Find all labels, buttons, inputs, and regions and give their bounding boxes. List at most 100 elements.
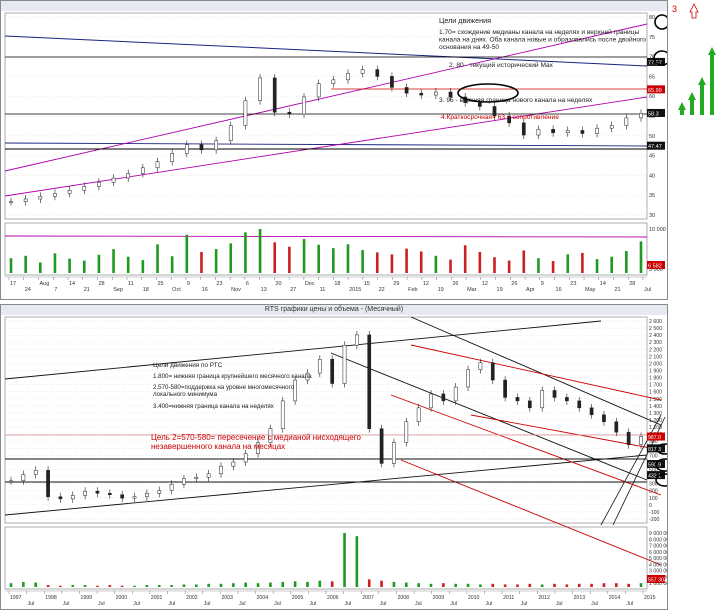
date-tick-label: 22	[379, 287, 385, 293]
candle-body	[466, 369, 470, 388]
highlight-ellipse	[457, 83, 519, 103]
volume-bar	[537, 258, 540, 273]
price-tick-label: 70	[649, 55, 655, 61]
volume-bar	[22, 581, 25, 587]
date-tick-label: 21	[84, 287, 90, 293]
candle-body	[21, 474, 26, 482]
date-tick-label: 2013	[574, 595, 586, 601]
annotation-text: Цели движения	[439, 16, 491, 25]
annotation-text: 1.800= нижняя граница крупнейшего месячн…	[153, 373, 312, 380]
price-tick-label: 1 300	[649, 411, 662, 417]
price-marker-label: 47.47	[648, 144, 662, 150]
price-marker-label: 58.3	[648, 111, 659, 117]
price-tick-label: 1 600	[649, 390, 662, 396]
candle-body	[184, 144, 189, 154]
price-tick-label: 65	[649, 74, 655, 80]
candle-body	[375, 69, 380, 77]
date-tick-label: Jul	[556, 601, 563, 607]
date-tick-label: 2002	[186, 595, 198, 601]
candle-body	[503, 379, 507, 398]
candle-body	[346, 73, 350, 81]
price-tick-label: 60	[649, 94, 655, 100]
candle-body	[379, 428, 384, 464]
date-tick-label: 14	[69, 281, 75, 287]
date-tick-label: Jul	[626, 601, 633, 607]
date-tick-label: 18	[143, 287, 149, 293]
volume-bar	[112, 249, 115, 273]
volume-bar	[59, 585, 62, 587]
date-tick-label: 2014	[609, 595, 621, 601]
candle-body	[9, 480, 13, 483]
volume-tick-label: 6 000 000	[649, 550, 667, 556]
annotation-line: канала на днях. Оба канала новые и образ…	[439, 36, 646, 44]
candle-body	[199, 144, 204, 151]
volume-bar	[170, 585, 173, 587]
candle-body	[82, 186, 87, 191]
weekly-chart-window[interactable]: 80 75 70 65 60 55 50 45 40 35 30 77.57 65.99 58.3 47.4…	[0, 0, 668, 300]
date-tick-label: 26	[452, 281, 458, 287]
candle-body	[390, 76, 394, 88]
price-marker-box	[647, 108, 665, 117]
annotation-line: 2.570-580=поддержка на уровне многомесяч…	[153, 384, 295, 391]
date-tick-label: 6	[246, 281, 249, 287]
annotation-text: 2.570-580=поддержка на уровне многомесяч…	[153, 384, 295, 398]
date-tick-label: Jul	[133, 601, 140, 607]
price-marker-label: 987.0	[648, 435, 661, 441]
date-tick-label: 7	[54, 287, 57, 293]
price-marker-box	[647, 444, 665, 453]
daily-chart-canvas[interactable]: 80 75 70 65 60 55 50 45 40 35 30 77.57 65.99 58.3 47.4…	[1, 1, 667, 299]
annotation-text: 3. 95 - верхняя граница нового канала на…	[439, 97, 593, 104]
volume-bar	[565, 584, 569, 587]
candle-body	[111, 177, 116, 183]
date-tick-label: 28	[629, 281, 635, 287]
candle-body	[145, 493, 149, 498]
candle-body	[577, 400, 582, 409]
annotation-line: 3. 95 - верхняя граница нового канала на…	[439, 97, 593, 104]
price-tick-label: 900	[649, 439, 658, 445]
volume-bar	[528, 583, 532, 587]
annotation-text: Цель 2=570-580= пересечение с медианой н…	[151, 433, 361, 451]
candle-body	[478, 362, 483, 370]
candle-body	[141, 167, 145, 174]
candle-body	[33, 470, 38, 475]
date-tick-label: Jul	[521, 601, 528, 607]
candle-body	[132, 496, 137, 499]
date-tick-label: Jul	[450, 601, 457, 607]
date-tick-label: 12	[423, 281, 429, 287]
volume-bar	[281, 581, 285, 587]
candle-body	[194, 477, 199, 479]
date-tick-label: 18	[334, 281, 340, 287]
candle-body	[367, 334, 372, 429]
channel-line	[400, 459, 662, 566]
channel-line	[4, 454, 648, 516]
volume-bar	[417, 583, 420, 587]
date-tick-label: Jul	[239, 601, 246, 607]
date-tick-label: 15	[364, 281, 370, 287]
channel-line	[410, 316, 662, 426]
candle-body	[492, 106, 497, 117]
monthly-chart-window[interactable]: RTS графики цены и объема - (Месячный) 2…	[0, 304, 668, 610]
volume-marker-box	[647, 575, 665, 583]
annotation-line: 3.400=нижняя граница канала на неделях	[153, 403, 275, 410]
date-tick-label: 14	[600, 281, 606, 287]
volume-bar	[244, 582, 248, 587]
price-tick-label: 1 800	[649, 376, 662, 382]
candle-body	[317, 358, 322, 374]
candle-body	[552, 390, 557, 398]
price-tick-label: 80	[649, 15, 655, 21]
volume-bar	[595, 259, 599, 273]
date-tick-label: Jul	[486, 601, 493, 607]
volume-bar	[258, 229, 262, 273]
highlight-ellipse	[655, 458, 667, 472]
volume-bar	[24, 255, 27, 273]
volume-bar	[302, 239, 306, 273]
volume-bar	[83, 585, 87, 587]
candle-body	[404, 421, 409, 443]
volume-bar	[380, 580, 383, 587]
candle-body	[67, 190, 72, 194]
date-tick-label: 28	[98, 281, 104, 287]
volume-bar	[141, 260, 145, 273]
candle-body	[268, 428, 273, 443]
date-tick-label: Jul	[591, 601, 598, 607]
